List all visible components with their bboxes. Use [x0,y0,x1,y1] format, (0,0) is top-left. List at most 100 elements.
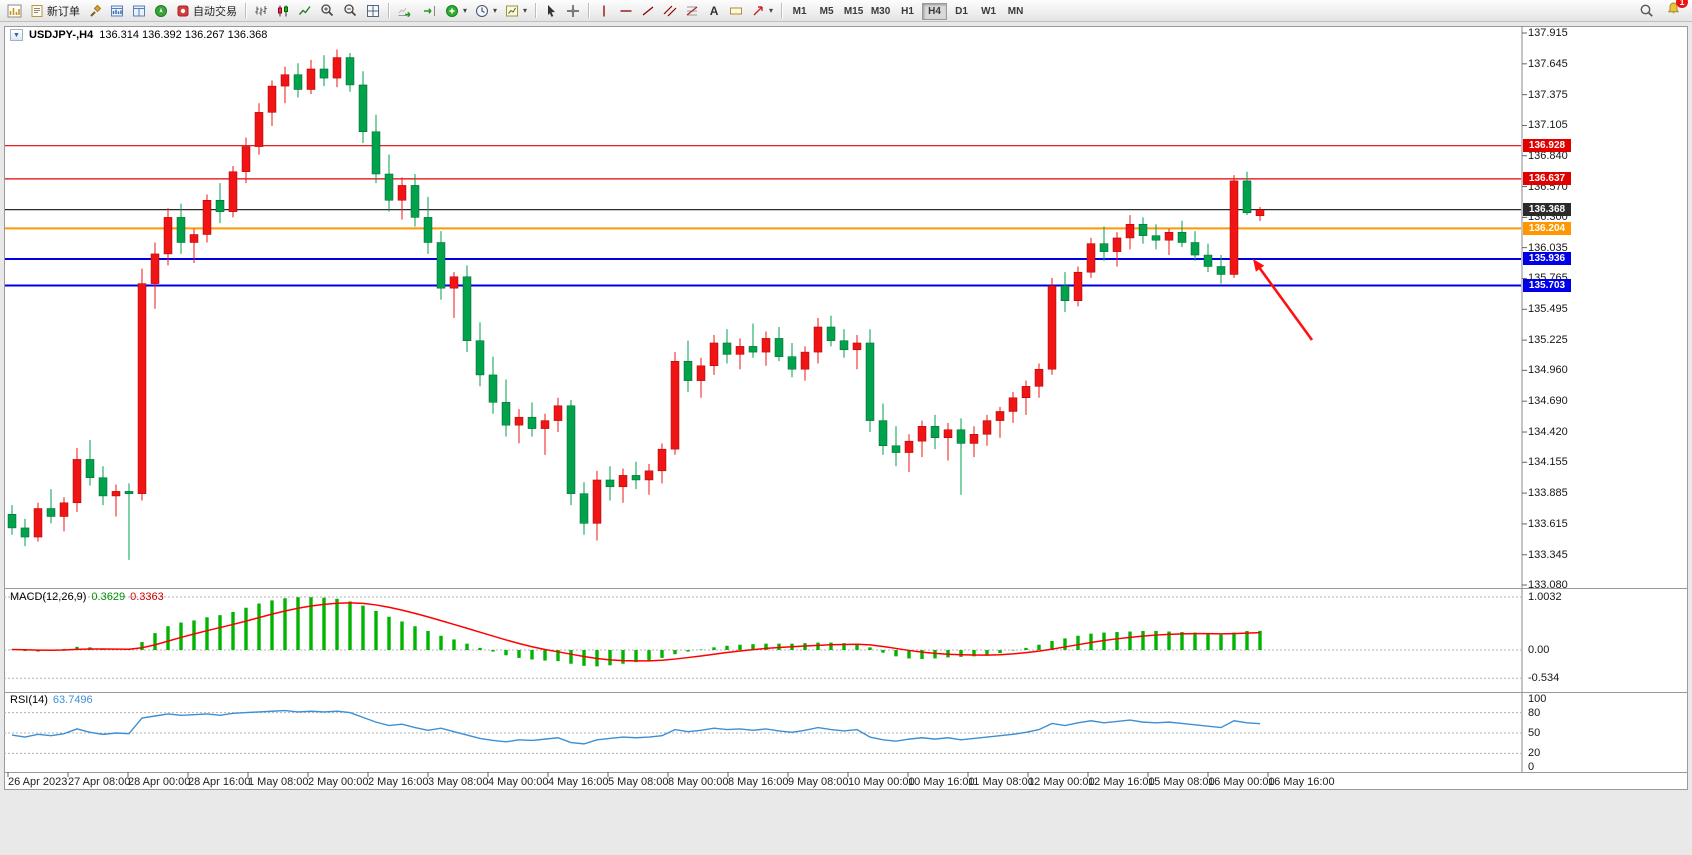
macd-axis-label: 0.00 [1528,644,1550,656]
new-order-button[interactable]: 新订单 [26,1,84,21]
auto-trading-button[interactable]: 自动交易 [172,1,241,21]
arrows-tool-button[interactable]: ▾ [747,1,777,21]
zoom-out-button[interactable] [339,1,362,21]
timeframe-button-m15[interactable]: M15 [841,3,866,20]
periods-button[interactable]: ▾ [471,1,501,21]
crosshair-tool-button[interactable] [562,1,584,21]
text-tool-button[interactable]: A [703,1,725,21]
trendline-icon [642,5,654,16]
timeframe-button-mn[interactable]: MN [1003,3,1028,20]
macd-axis-label: 1.0032 [1528,591,1562,604]
crosshair-icon [567,4,580,17]
chart-shift-button[interactable] [417,1,441,21]
main-chart-area[interactable] [4,26,1522,588]
fibonacci-tool-button[interactable] [681,1,703,21]
horizontal-line-icon [620,9,632,12]
rsi-indicator-label: RSI(14) 63.7496 [10,694,93,706]
metaeditor-button[interactable] [84,1,106,21]
data-window-button[interactable] [128,1,150,21]
macd-pane[interactable] [4,590,1522,692]
zoom-in-button[interactable] [316,1,339,21]
candlestick-chart-icon [278,5,288,16]
market-watch-icon [111,5,123,16]
chart-shift-icon [424,5,435,16]
time-axis-label: 28 Apr 16:00 [188,776,251,788]
horizontal-line-tool-button[interactable] [615,1,637,21]
cursor-icon [548,4,556,17]
toolbar-separator [781,3,783,18]
rsi-value: 63.7496 [52,694,93,706]
price-level-label[interactable]: 136.928 [1523,139,1571,153]
line-chart-button[interactable] [294,1,316,21]
trendline-tool-button[interactable] [637,1,659,21]
time-axis-label: 12 May 00:00 [1028,776,1095,788]
search-icon [1640,4,1653,17]
time-axis-label: 15 May 08:00 [1148,776,1215,788]
main-toolbar: 新订单 自动交易 ▾ ▾ ▾ A ▾ M1 M5 M15 M30 H1 H4 D1 W1 MN … [0,0,1692,22]
price-level-label[interactable]: 135.703 [1523,279,1571,293]
one-click-trading-toggle[interactable]: ▼ [10,29,23,41]
chart-title: ▼ USDJPY-,H4 136.314 136.392 136.267 136… [10,29,267,41]
label-tool-button[interactable] [725,1,747,21]
timeframe-button-m5[interactable]: M5 [814,3,839,20]
new-chart-button[interactable] [3,1,26,21]
price-axis-label: 137.375 [1528,88,1568,101]
time-axis-label: 5 May 08:00 [608,776,669,788]
dropdown-arrow-icon: ▾ [493,6,498,15]
rsi-name: RSI(14) [10,694,48,706]
time-axis-label: 8 May 16:00 [728,776,789,788]
auto-scroll-button[interactable] [393,1,417,21]
macd-indicator-label: MACD(12,26,9) 0.3629 0.3363 [10,591,164,603]
time-axis-label: 2 May 16:00 [368,776,429,788]
bar-chart-button[interactable] [250,1,272,21]
timeframe-button-w1[interactable]: W1 [976,3,1001,20]
chart-symbol-period: USDJPY-,H4 [29,29,94,41]
time-axis-label: 10 May 00:00 [848,776,915,788]
label-icon [730,7,743,14]
price-level-label[interactable]: 136.637 [1523,172,1571,186]
alerts-button[interactable]: 1 [1666,0,1688,21]
time-axis-label: 4 May 16:00 [548,776,609,788]
channel-tool-button[interactable] [659,1,681,21]
rsi-axis-label: 50 [1528,727,1541,739]
price-level-label[interactable]: 135.936 [1523,252,1571,266]
rsi-axis-label: 100 [1528,693,1547,705]
price-axis-label: 134.420 [1528,426,1568,439]
timeframe-button-d1[interactable]: D1 [949,3,974,20]
market-watch-button[interactable] [106,1,128,21]
search-button[interactable] [1635,1,1658,21]
macd-axis-label: -0.534 [1528,672,1560,685]
zoom-in-icon [321,4,334,17]
template-icon [506,5,519,16]
templates-button[interactable]: ▾ [501,1,531,21]
clock-icon [476,4,489,17]
price-level-label[interactable]: 136.204 [1523,221,1571,235]
new-order-label: 新订单 [47,5,80,18]
timeframe-button-h1[interactable]: H1 [895,3,920,20]
price-axis-label: 133.885 [1528,487,1568,500]
candlestick-chart-button[interactable] [272,1,294,21]
tile-windows-button[interactable] [362,1,384,21]
time-axis-label: 4 May 00:00 [488,776,549,788]
rsi-pane[interactable] [4,694,1522,770]
indicators-button[interactable]: ▾ [441,1,471,21]
macd-main-value: 0.3629 [91,591,126,603]
vertical-line-tool-button[interactable] [593,1,615,21]
cursor-tool-button[interactable] [540,1,562,21]
price-axis-label: 133.080 [1528,579,1568,591]
timeframe-button-h4[interactable]: H4 [922,3,948,20]
price-level-label[interactable]: 136.368 [1523,203,1571,217]
timeframe-button-m30[interactable]: M30 [868,3,893,20]
price-axis-label: 133.615 [1528,517,1568,530]
timeframe-button-m1[interactable]: M1 [787,3,812,20]
line-chart-icon [298,5,311,15]
toolbar-separator [245,3,246,18]
vertical-line-icon [603,5,605,16]
navigator-button[interactable] [150,1,172,21]
dropdown-arrow-icon: ▾ [463,6,468,15]
auto-scroll-icon [398,7,411,17]
dropdown-arrow-icon: ▾ [769,6,774,15]
toolbar-right-group: 1 [1635,0,1689,21]
time-axis-label: 8 May 00:00 [668,776,729,788]
new-order-icon [31,4,43,17]
